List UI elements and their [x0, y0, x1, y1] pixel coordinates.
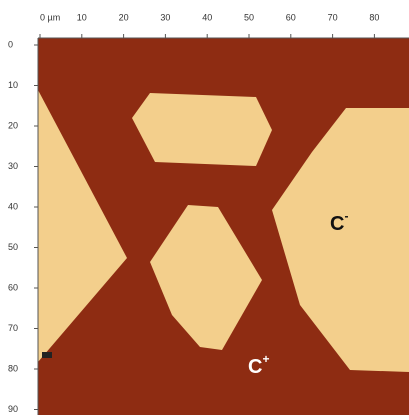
y-tick-label: 0 [8, 39, 13, 49]
x-tick-label: 0 µm [40, 12, 60, 22]
x-tick-label: 20 [119, 12, 129, 22]
y-tick-label: 90 [8, 404, 18, 414]
x-tick-label: 50 [244, 12, 254, 22]
page: C- C+ 0 µm102030405060708090010203040506… [0, 0, 409, 415]
x-tick-label: 10 [77, 12, 87, 22]
y-tick-label: 10 [8, 80, 18, 90]
x-tick-label: 60 [286, 12, 296, 22]
y-tick-label: 60 [8, 282, 18, 292]
y-tick-label: 50 [8, 242, 18, 252]
y-tick-label: 20 [8, 120, 18, 130]
particle [42, 352, 52, 358]
y-tick-label: 70 [8, 323, 18, 333]
y-tick-label: 40 [8, 201, 18, 211]
domain [132, 93, 272, 166]
x-tick-label: 80 [369, 12, 379, 22]
x-tick-label: 70 [328, 12, 338, 22]
x-tick-label: 40 [202, 12, 212, 22]
y-tick-label: 30 [8, 161, 18, 171]
afm-image-figure: C- C+ 0 µm102030405060708090010203040506… [0, 0, 409, 415]
x-tick-label: 30 [160, 12, 170, 22]
y-tick-label: 80 [8, 363, 18, 373]
